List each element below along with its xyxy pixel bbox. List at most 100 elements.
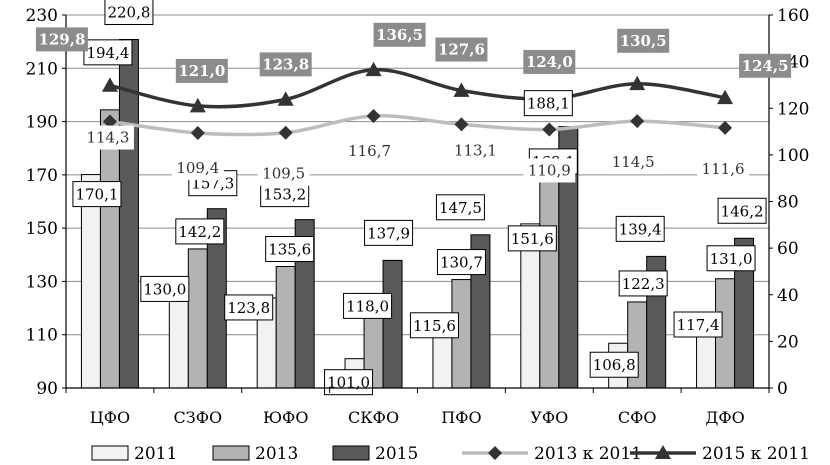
bar-label: 147,5: [439, 199, 482, 217]
line-label: 129,8: [38, 30, 85, 48]
line-label: 123,8: [262, 55, 309, 73]
legend-swatch-2013: [212, 445, 250, 461]
line-2015 к 2011: [109, 68, 726, 109]
bar-label-box: [523, 90, 573, 117]
line-label: 130,5: [620, 32, 667, 50]
bar-label-box: [409, 312, 459, 339]
right-tick-label: 120: [777, 99, 809, 119]
right-tick-label: 0: [777, 379, 788, 399]
legend-label: 2011: [134, 444, 177, 464]
x-tick-label: СФО: [618, 408, 657, 427]
x-tick-label: СКФО: [348, 408, 399, 427]
left-tick-label: 110: [26, 326, 58, 346]
line-label-box: [35, 27, 88, 52]
legend: 2011 2013 2015 2013 к 2011 2015 к 2011: [91, 444, 810, 464]
line-label: 116,7: [348, 142, 391, 160]
bar-label: 194,4: [86, 44, 129, 62]
bar-label: 137,9: [367, 224, 410, 242]
marker-triangle: [101, 77, 118, 92]
bar-label-box: [104, 0, 154, 26]
bar-label-box: [364, 219, 414, 246]
marker-diamond: [190, 125, 205, 140]
legend-swatch-2015: [332, 445, 370, 461]
legend-label: 2015 к 2011: [702, 444, 810, 464]
left-tick-label: 150: [26, 219, 58, 239]
bar-label: 142,2: [178, 223, 221, 241]
line-label: 124,5: [742, 57, 789, 75]
bar-2013: [275, 266, 296, 389]
bar-label-box: [507, 225, 557, 252]
bar-label-box: [706, 245, 756, 272]
line-label-box: [373, 22, 426, 47]
line-label-box: [449, 138, 502, 163]
right-tick-label: 160: [777, 6, 809, 26]
line-label: 111,6: [702, 160, 745, 178]
legend-label: 2013 к 2011: [534, 444, 642, 464]
bar-label: 130,7: [440, 254, 483, 272]
line-label-box: [435, 37, 488, 62]
line-label-box: [617, 28, 670, 53]
bar-label: 123,8: [227, 299, 270, 317]
bar-label-box: [589, 351, 639, 378]
line-label-box: [257, 161, 310, 186]
marker-triangle: [717, 89, 734, 105]
left-axis: 90 110 130 150 170 190 210 230: [26, 6, 67, 399]
bar-label: 106,8: [593, 356, 636, 374]
x-tick-label: СЗФО: [174, 408, 223, 427]
legend-label: 2015: [375, 444, 418, 464]
x-axis: ЦФО СЗФО ЮФО СКФО ПФО УФО СФО ДФО: [65, 387, 770, 427]
bar-label: 122,3: [622, 275, 665, 293]
line-label: 110,9: [528, 161, 571, 179]
bar-label: 101,0: [327, 374, 370, 392]
bar-label: 115,6: [413, 317, 456, 335]
x-tick-label: ДФО: [705, 408, 744, 427]
bar-label: 117,4: [677, 316, 720, 334]
marker-diamond: [454, 117, 469, 132]
marker-triangle: [453, 82, 470, 97]
x-tick-label: ЮФО: [263, 408, 309, 427]
bar-label-box: [265, 236, 315, 263]
legend-label: 2013: [255, 444, 298, 464]
legend-marker-triangle: [655, 445, 671, 459]
line-label-box: [81, 125, 134, 150]
bar-label-box: [72, 181, 122, 208]
bar-label-box: [673, 311, 723, 338]
bar-2015: [382, 259, 403, 389]
marker-diamond: [630, 114, 645, 129]
bar-label-box: [436, 249, 486, 276]
left-tick-label: 210: [26, 59, 58, 79]
marker-diamond: [102, 114, 117, 129]
bar-label: 118,0: [346, 297, 389, 315]
marker-triangle: [277, 91, 294, 106]
left-tick-label: 190: [26, 113, 58, 133]
bar-label-box: [140, 275, 190, 302]
line-label: 113,1: [454, 141, 497, 159]
bar-labels: 170,1 130,0 123,8 101,0 115,6 151,6 106,8 117,4…: [72, 0, 767, 396]
line-label-box: [523, 49, 576, 74]
left-tick-label: 90: [36, 379, 58, 399]
bar-label-box: [717, 197, 767, 224]
bar-label: 131,0: [710, 250, 753, 268]
bar-label-box: [324, 369, 374, 396]
left-tick-label: 170: [26, 166, 58, 186]
bar-label: 153,2: [263, 186, 306, 204]
bar-label: 170,1: [75, 186, 118, 204]
line-label: 114,5: [612, 153, 655, 171]
right-tick-label: 100: [777, 146, 809, 166]
marker-diamond: [718, 120, 733, 135]
bar-label: 151,6: [511, 230, 554, 248]
markers: [101, 61, 734, 140]
line-labels: 114,3 109,4 109,5 116,7 113,1 110,9 114,5 111,6…: [35, 22, 792, 186]
legend-marker-diamond: [488, 446, 502, 460]
line-label-box: [607, 150, 660, 175]
marker-triangle: [629, 75, 646, 91]
line-label-box: [739, 53, 792, 78]
bar-label-box: [343, 292, 393, 319]
bar-label-box: [83, 39, 133, 66]
lines: [109, 68, 726, 137]
bar-label-box: [224, 294, 274, 321]
bar-label: 135,6: [268, 241, 311, 259]
line-label: 109,5: [262, 165, 305, 183]
line-label: 121,0: [178, 62, 225, 80]
line-label: 136,5: [376, 26, 423, 44]
